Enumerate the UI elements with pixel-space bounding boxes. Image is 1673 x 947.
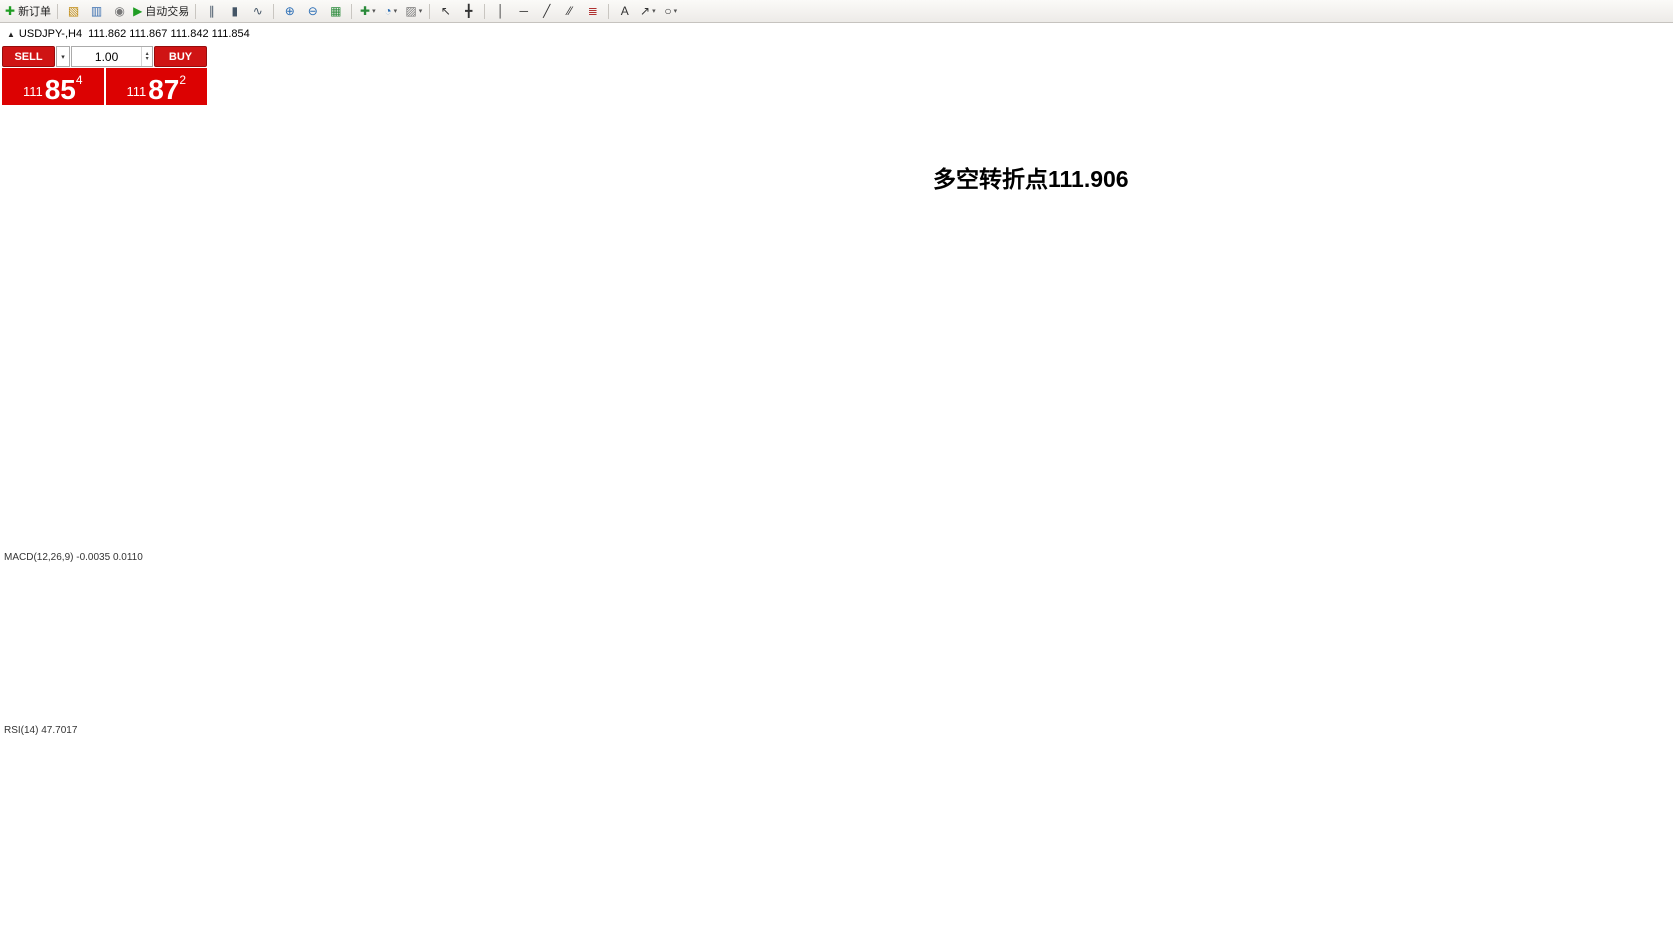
- toolbar-separator: [429, 3, 431, 19]
- candlestick-chart-icon: ▮: [231, 4, 239, 18]
- one-click-trading-widget: SELL ▾ ▴ ▾ BUY 111 85 4 111 87 2: [2, 46, 207, 105]
- chevron-down-icon: ▾: [372, 8, 376, 15]
- bar-chart-button[interactable]: ∥: [200, 2, 223, 20]
- toolbar-separator: [195, 3, 197, 19]
- chevron-down-icon: ▾: [418, 8, 423, 15]
- text-tool-icon: A: [620, 4, 629, 18]
- candlestick-chart-button[interactable]: ▮: [223, 2, 246, 20]
- buy-price-figure: 111: [126, 84, 147, 99]
- arrows-tool-button[interactable]: ↗ ▾: [636, 2, 659, 20]
- shapes-tool-icon: ○: [664, 4, 672, 18]
- periods-icon: ◔: [384, 4, 392, 18]
- new-order-button[interactable]: ✚ 新订单: [3, 2, 53, 20]
- shapes-tool-button[interactable]: ○ ▾: [659, 2, 682, 20]
- toolbar-separator: [351, 3, 353, 19]
- chart-annotation-text: 多空转折点111.906: [933, 166, 1129, 192]
- vertical-line-button[interactable]: │: [489, 2, 512, 20]
- toolbar-separator: [484, 3, 486, 19]
- buy-price-pipette: 2: [179, 73, 187, 87]
- chevron-down-icon: ▾: [61, 53, 65, 61]
- sell-price-pipette: 4: [75, 73, 83, 87]
- charts-icon: ▥: [90, 4, 103, 18]
- new-chart-button[interactable]: ✚ ▾: [356, 2, 379, 20]
- fibonacci-button[interactable]: ≣: [581, 2, 604, 20]
- cursor-icon: ↖: [440, 4, 451, 18]
- fibonacci-icon: ≣: [587, 4, 598, 18]
- zoom-in-icon: ⊕: [284, 4, 295, 18]
- vertical-line-icon: │: [497, 4, 505, 18]
- channel-icon: ⁄⁄: [567, 4, 572, 18]
- buy-button[interactable]: BUY: [154, 46, 207, 67]
- chart-title: ▲ USDJPY-,H4 111.862 111.867 111.842 111.8…: [7, 28, 250, 40]
- line-chart-button[interactable]: ∿: [246, 2, 269, 20]
- cursor-button[interactable]: ↖: [434, 2, 457, 20]
- trendline-button[interactable]: ╱: [535, 2, 558, 20]
- toolbar-separator: [57, 3, 59, 19]
- macd-indicator-label: MACD(12,26,9) -0.0035 0.0110: [4, 552, 143, 563]
- toolbar-separator: [608, 3, 610, 19]
- alerts-icon: ◉: [114, 4, 125, 18]
- rsi-indicator-label: RSI(14) 47.7017: [4, 725, 78, 736]
- sell-button[interactable]: SELL: [2, 46, 55, 67]
- symbol-period-label: USDJPY-,H4: [18, 28, 83, 40]
- trendline-icon: ╱: [543, 4, 551, 18]
- horizontal-line-button[interactable]: ─: [512, 2, 535, 20]
- crosshair-button[interactable]: ╋: [457, 2, 480, 20]
- sell-price-big-digits: 85: [44, 73, 76, 105]
- ohlc-values: 111.862 111.867 111.842 111.854: [88, 28, 250, 40]
- bar-chart-icon: ∥: [208, 4, 215, 18]
- periods-button[interactable]: ◔ ▾: [379, 2, 402, 20]
- crosshair-icon: ╋: [465, 4, 473, 18]
- templates-button[interactable]: ▨ ▾: [402, 2, 425, 20]
- collapse-triangle-icon[interactable]: ▲: [7, 30, 15, 39]
- alerts-button[interactable]: ◉: [108, 2, 131, 20]
- toolbar-main-icons: ✚ 新订单 ▧ ▥ ◉ ▶ 自动交易 ∥ ▮ ∿ ⊕ ⊖ ▦ ✚ ▾ ◔ ▾ ▨ ▾ ↖ ╋ │ ─ ╱ ⁄⁄ ≣ A ↗ ▾ ○ ▾: [3, 2, 682, 20]
- profiles-button[interactable]: ▧: [62, 2, 85, 20]
- horizontal-line-icon: ─: [519, 4, 529, 18]
- price-chart[interactable]: [0, 23, 1673, 947]
- arrows-tool-icon: ↗: [640, 4, 651, 18]
- chevron-down-icon: ▾: [393, 8, 398, 15]
- profiles-icon: ▧: [67, 4, 80, 18]
- templates-icon: ▨: [405, 4, 417, 18]
- sell-price-display[interactable]: 111 85 4: [2, 68, 104, 105]
- stepper-down-icon[interactable]: ▾: [145, 55, 149, 62]
- volume-stepper[interactable]: ▴ ▾: [141, 47, 152, 66]
- chart-window: ▲ USDJPY-,H4 111.862 111.867 111.842 111.8…: [0, 23, 1673, 947]
- new-chart-icon: ✚: [360, 4, 371, 18]
- volume-box: ▴ ▾: [71, 46, 153, 67]
- charts-button[interactable]: ▥: [85, 2, 108, 20]
- line-chart-icon: ∿: [252, 4, 263, 18]
- text-tool-button[interactable]: A: [613, 2, 636, 20]
- zoom-in-button[interactable]: ⊕: [278, 2, 301, 20]
- buy-price-big-digits: 87: [148, 73, 180, 105]
- zoom-out-icon: ⊖: [307, 4, 318, 18]
- new-order-icon: ✚: [5, 4, 16, 18]
- tile-windows-icon: ▦: [330, 4, 342, 18]
- stepper-up-icon[interactable]: ▴: [145, 50, 149, 57]
- buy-price-display[interactable]: 111 87 2: [105, 68, 207, 105]
- toolbar: ✚ 新订单 ▧ ▥ ◉ ▶ 自动交易 ∥ ▮ ∿ ⊕ ⊖ ▦ ✚ ▾ ◔ ▾ ▨ ▾ ↖ ╋ │ ─ ╱ ⁄⁄ ≣ A ↗ ▾ ○ ▾: [0, 0, 1673, 23]
- chevron-down-icon: ▾: [673, 8, 678, 15]
- zoom-out-button[interactable]: ⊖: [301, 2, 324, 20]
- chevron-down-icon: ▾: [652, 8, 656, 15]
- toolbar-separator: [273, 3, 275, 19]
- autotrading-icon: ▶: [133, 4, 143, 18]
- channel-button[interactable]: ⁄⁄: [558, 2, 581, 20]
- volume-input[interactable]: [72, 47, 142, 66]
- autotrading-label: 自动交易: [145, 6, 190, 18]
- volume-preset-dropdown[interactable]: ▾: [56, 46, 70, 67]
- new-order-label: 新订单: [18, 6, 52, 18]
- autotrading-button[interactable]: ▶ 自动交易: [131, 2, 191, 20]
- tile-windows-button[interactable]: ▦: [324, 2, 347, 20]
- sell-price-figure: 111: [22, 84, 43, 99]
